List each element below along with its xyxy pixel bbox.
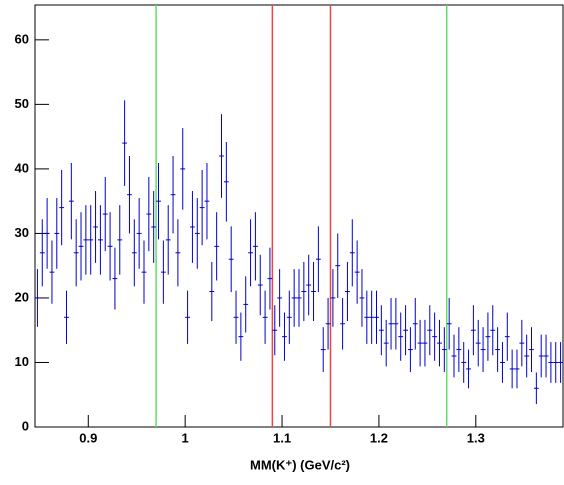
x-tick-label: 0.9 (79, 430, 97, 445)
x-axis-title: MM(K⁺) (GeV/c²) (250, 457, 350, 472)
y-tick-label: 60 (15, 31, 29, 46)
plot-frame (34, 4, 564, 428)
y-tick-label: 0 (22, 418, 29, 433)
x-tick-label: 1.1 (273, 430, 291, 445)
y-tick-label: 50 (15, 96, 29, 111)
y-tick-label: 20 (15, 289, 29, 304)
y-tick-label: 40 (15, 160, 29, 175)
x-tick-label: 1 (182, 430, 189, 445)
x-tick-label: 1.2 (370, 430, 388, 445)
x-tick-label: 1.3 (467, 430, 485, 445)
y-tick-label: 10 (15, 354, 29, 369)
y-tick-label: 30 (15, 225, 29, 240)
